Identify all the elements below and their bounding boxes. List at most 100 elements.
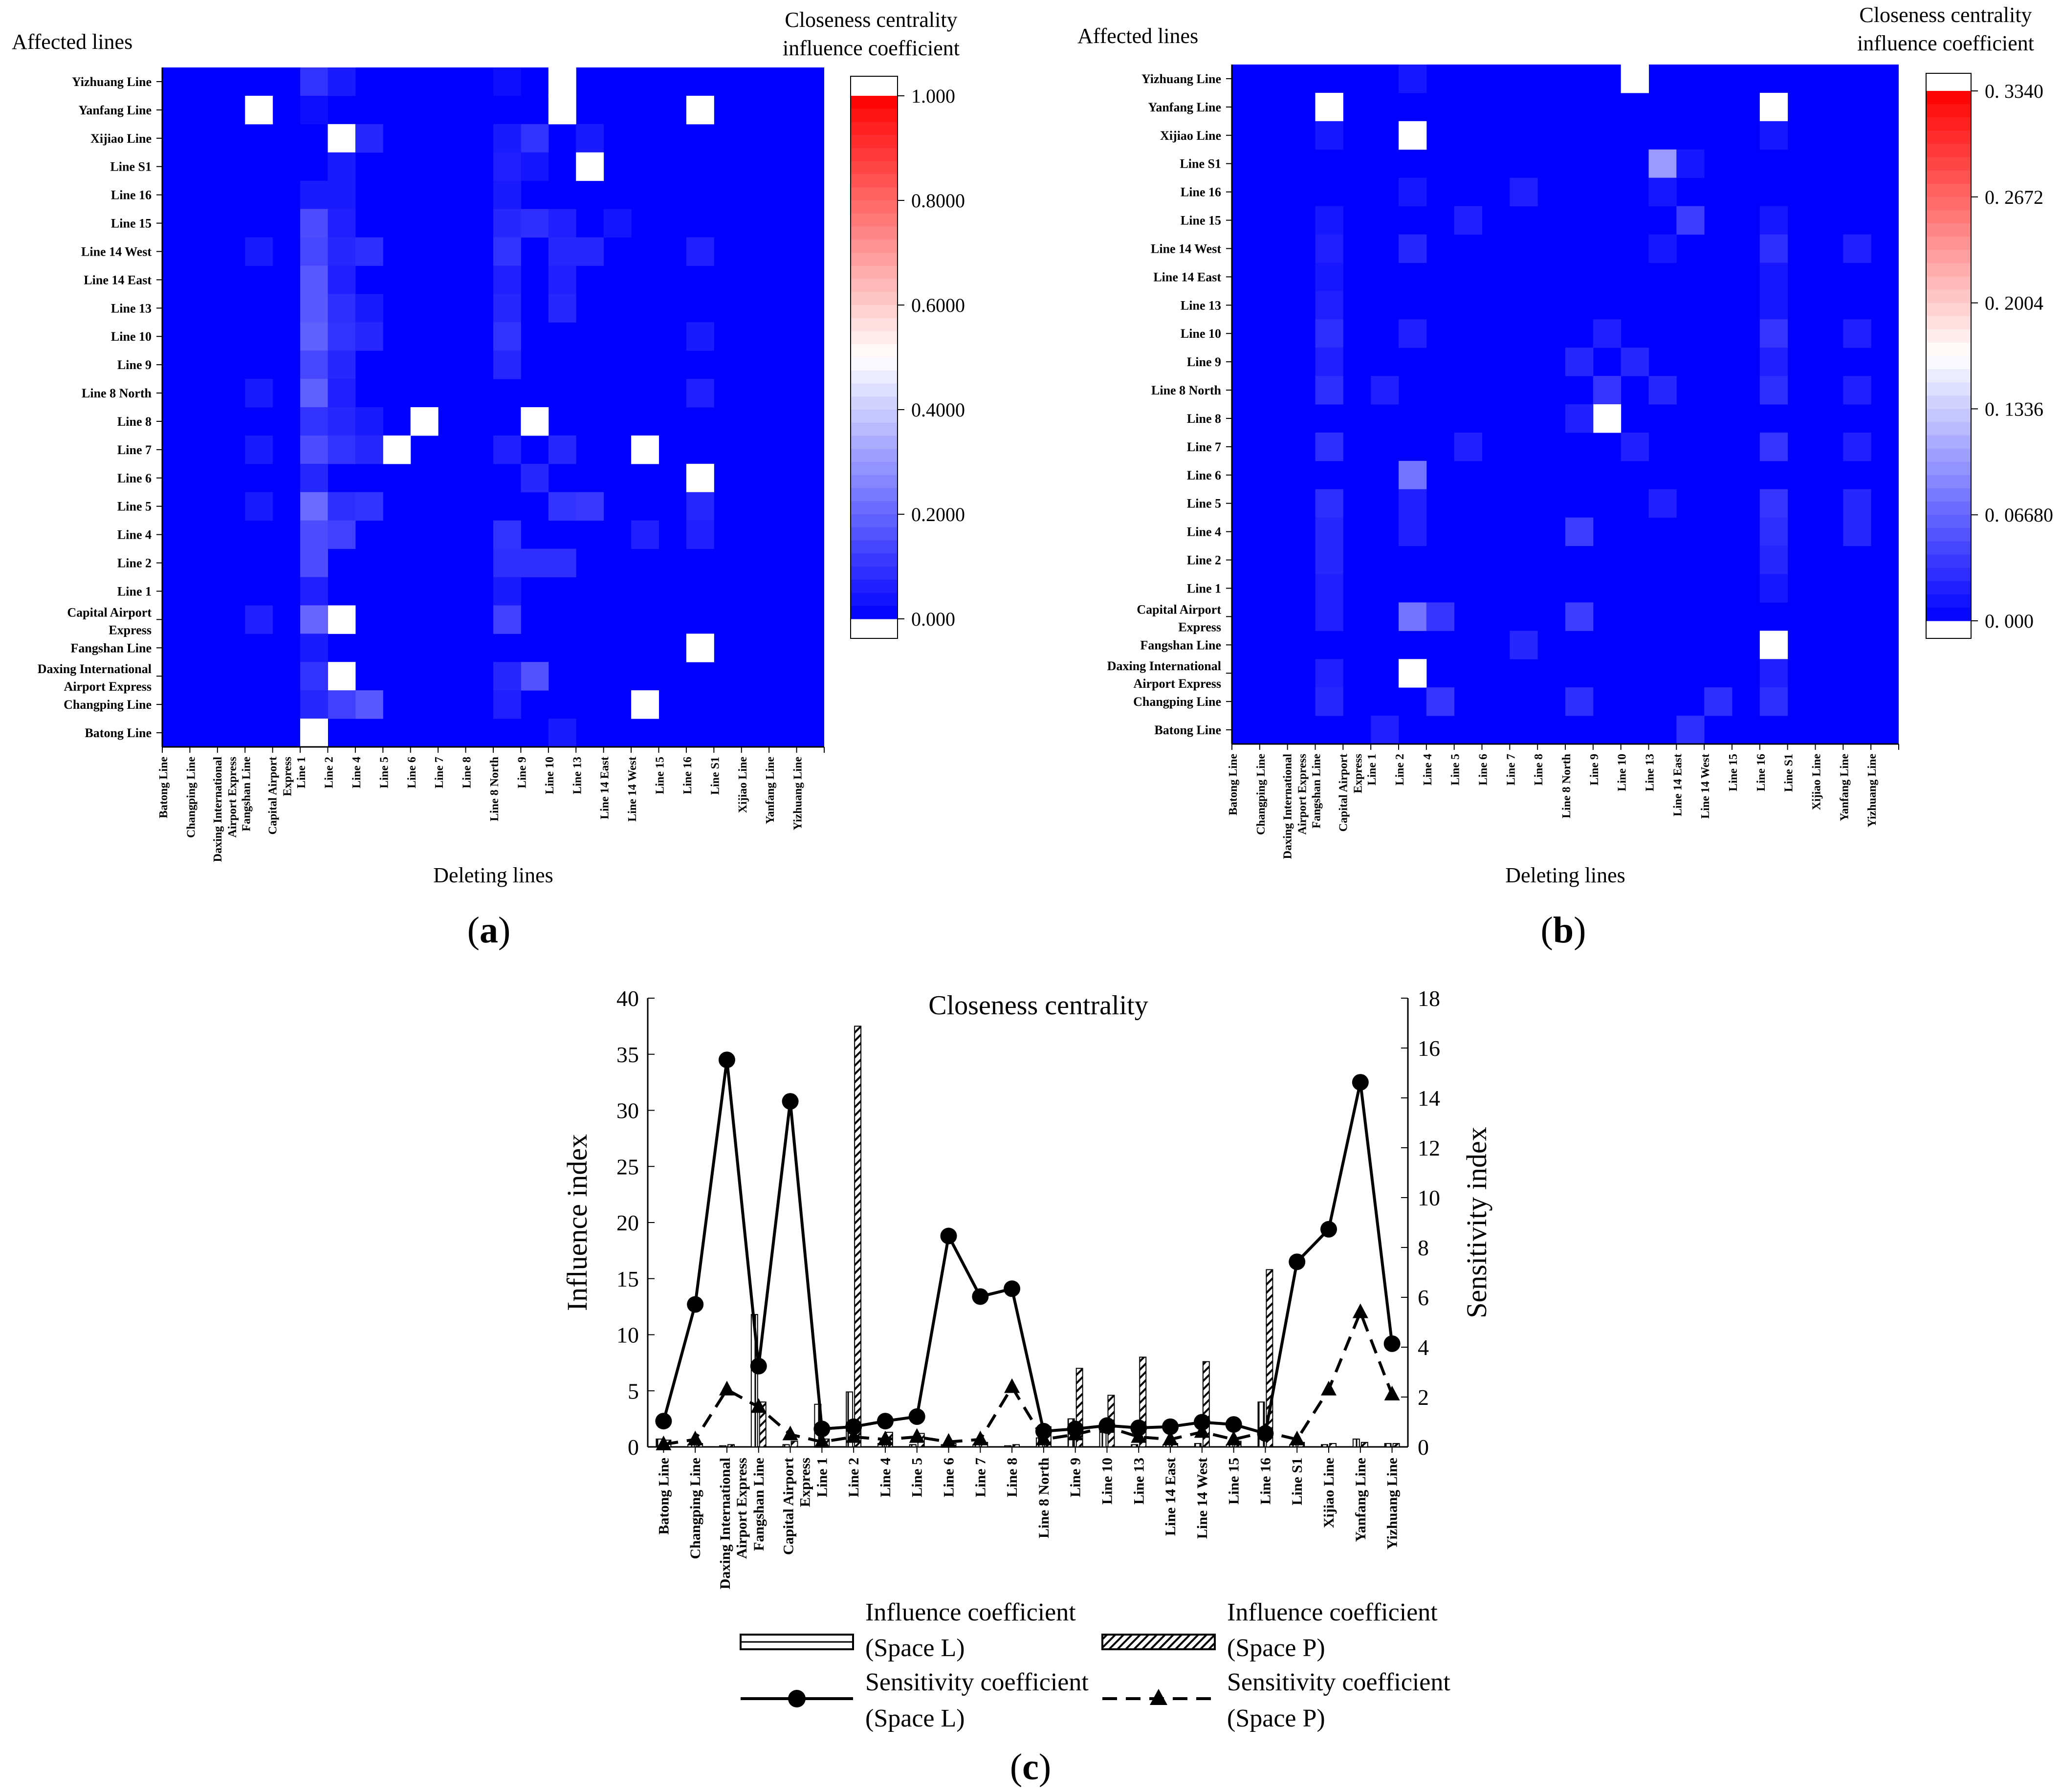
heatmap-cell-fangshan-line-x-line-7 [1510,631,1538,659]
colorbar-tick-label: 0.2000 [911,503,965,525]
right-axis-title: Sensitivity index [1461,1127,1492,1318]
bar-space-l-yizhuang-line [1384,1443,1392,1447]
y-tick-label: Yanfang Line [78,103,152,117]
colorbar-swatch [851,475,898,489]
heatmap-cell-yanfang-line-x-fangshan-line [245,95,273,125]
heatmap-cell-line-8-x-line-6 [410,407,439,436]
colorbar-swatch [851,161,898,175]
heatmap-cell-line-7-x-line-10 [548,435,576,464]
heatmap-cell-line-15-x-line-14-east [603,209,632,238]
heatmap-cell-line-7-x-line-14-west [631,435,659,464]
sensitivity-space-p-point-line-9 [1067,1425,1083,1441]
heatmap-cell-line-14-west-x-line-16 [686,237,714,266]
legend-label: Sensitivity coefficient [1227,1668,1450,1696]
colorbar-swatch [851,96,898,109]
heatmap-cell-line-s1-x-line-13 [1648,149,1677,178]
y-tick-label: Line 14 East [1153,270,1221,284]
heatmap-cell-line-8-north-x-line-1 [300,379,328,408]
heatmap-cell-line-16-x-line-2 [1399,177,1427,207]
heatmap-cell-line-6-x-line-9 [521,463,549,493]
heatmap-cell-changping-line-x-line-2 [328,690,356,719]
heatmap-cell-line-4-x-line-16 [686,520,714,549]
x-tick-label: Line 13 [1131,1458,1147,1505]
sensitivity-space-l-point-yizhuang-line [1383,1335,1401,1352]
x-tick-label: Line S1 [1289,1458,1305,1506]
colorbar-tick-label: 0. 06680 [1985,504,2053,526]
sensitivity-space-l-point-line-7 [972,1288,989,1305]
colorbar-swatch [1926,210,1971,224]
heatmap-cell-line-9-x-line-2 [328,350,356,379]
sensitivity-space-l-point-line-6 [940,1227,957,1245]
colorbar-swatch [851,527,898,541]
colorbar-swatch [851,148,898,162]
heatmap-cell-line-14-west-x-line-8-north [493,237,521,266]
x-tick-label: Line 1 [295,757,308,788]
sensitivity-space-p-point-xijiao-line [1321,1380,1337,1396]
x-tick-label: Line 4 [877,1458,894,1497]
heatmap-cell-line-2-x-line-1 [300,548,328,577]
heatmap-cell-fangshan-line-x-line-16 [686,634,714,662]
colorbar-swatch [851,436,898,449]
colorbar-swatch [851,540,898,554]
x-tick-label: Line 2 [323,757,336,788]
y-tick-label: Line 6 [1187,468,1221,482]
x-tick-label: Fangshan Line [1311,754,1323,829]
colorbar-swatch [851,396,898,410]
x-tick-label-line: Express [797,1458,813,1507]
x-tick-label: Line 16 [1755,754,1768,791]
heatmap-cell-line-7-x-line-5 [383,435,411,464]
heatmap-cell-line-14-west-x-line-16 [1759,234,1788,263]
heatmap-cell-line-2-x-line-10 [548,548,576,577]
colorbar-swatch [851,488,898,502]
heatmap-cell-line-15-x-line-2 [328,209,356,238]
sensitivity-space-l-point-capital-airport-express [782,1093,799,1110]
colorbar-tick-label: 0.4000 [911,399,965,421]
x-tick-label-line: Capital Airport [781,1458,797,1555]
x-tick-label: Line 15 [654,757,667,794]
colorbar-swatch [1926,316,1971,330]
left-tick-label: 25 [616,1154,639,1179]
colorbar-swatch [1926,515,1971,528]
y-tick-label-line: Express [1178,620,1221,634]
heatmap-cell-line-7-x-yanfang-line [1843,432,1871,461]
heatmap-cell-xijiao-line-x-line-2 [1399,121,1427,150]
sensitivity-space-l-point-line-14-east [1162,1418,1179,1435]
heatmap-cell-xijiao-line-x-line-4 [355,124,383,153]
y-tick-label: Line 14 West [81,244,152,259]
x-tick-label: Changping Line [185,757,197,838]
colorbar-swatch [1926,435,1971,449]
bar-space-p-yanfang-line [1360,1442,1368,1448]
x-tick-label: Line 10 [1616,754,1629,791]
heatmap-cell-line-4-x-line-8-north [493,520,521,549]
colorbar-swatch [1926,144,1971,158]
x-tick-label: Line 8 North [1036,1458,1052,1538]
x-tick-label-line: Express [1352,754,1364,793]
colorbar-swatch [851,449,898,462]
left-tick-label: 5 [628,1378,639,1403]
bar-space-p-line-8 [1012,1444,1020,1447]
heatmap-cell-changping-line-x-line-4 [355,690,383,719]
x-tick-label: Line 4 [1422,754,1434,786]
x-tick-label: Line S1 [709,757,722,795]
x-tick-label: Line 13 [1644,754,1657,791]
heatmap-cell-line-4-x-yanfang-line [1843,517,1871,546]
heatmap-cell-line-14-west-x-line-1 [300,237,328,266]
heatmap-cell-line-2-x-line-9 [521,548,549,577]
left-tick-label: 35 [616,1042,639,1067]
heatmap-cell-line-16-x-line-1 [300,180,328,210]
colorbar-swatch [1926,117,1971,131]
colorbar-tick-label: 0.000 [911,608,955,630]
left-axis-title: Influence index [561,1134,593,1311]
heatmap-cell-capital-airport-express-x-line-4 [1426,602,1455,631]
colorbar-swatch [851,592,898,606]
sensitivity-space-p-point-line-10 [1099,1418,1115,1433]
y-tick-label: Line 4 [1187,525,1221,539]
heatmap-cell-yizhuang-line-x-line-10 [548,67,576,96]
heatmap-cell-line-4-x-line-2 [1399,517,1427,546]
colorbar-border [1926,73,1972,639]
x-tick-label: Line 9 [1588,754,1601,786]
x-tick-label: Batong Line [157,757,170,818]
sensitivity-space-p-point-yizhuang-line [1384,1385,1400,1400]
heatmap-cell-changping-line-x-line-16 [1759,687,1788,716]
